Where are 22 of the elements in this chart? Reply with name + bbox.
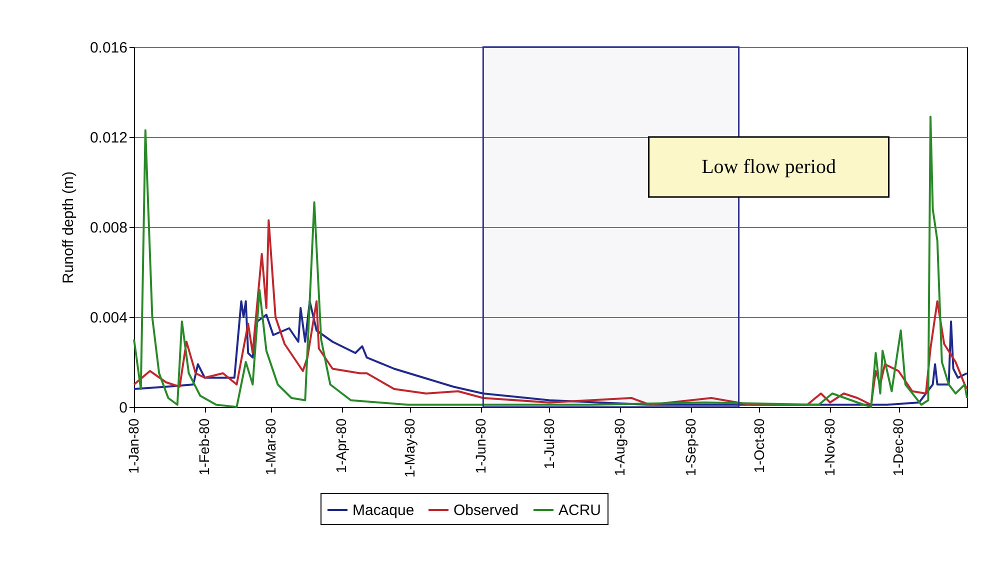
x-tick-label: 1-Jun-80	[472, 418, 488, 474]
y-tick-label: 0.016	[90, 40, 128, 56]
legend-label: Macaque	[352, 502, 414, 519]
y-axis-title: Runoff depth (m)	[60, 171, 77, 284]
x-tick-label: 1-Oct-80	[750, 418, 767, 473]
x-tick-label: 1-May-80	[402, 418, 418, 478]
x-tick-label: 1-Jul-80	[540, 418, 557, 470]
y-tick-label: 0.008	[90, 220, 128, 236]
x-tick-label: 1-Feb-80	[196, 418, 212, 476]
x-tick-label: 1-Jan-80	[126, 418, 142, 474]
x-tick-label: 1-Sep-80	[682, 418, 698, 476]
y-tick-label: 0.004	[90, 310, 128, 326]
y-tick-label: 0.012	[90, 130, 128, 146]
x-tick-label: 1-Dec-80	[890, 418, 906, 476]
legend-label: Observed	[454, 502, 519, 519]
legend-label: ACRU	[558, 502, 602, 519]
band-label: Low flow period	[702, 156, 836, 178]
x-tick-label: 1-Nov-80	[822, 418, 838, 476]
y-tick-label: 0	[119, 400, 128, 416]
x-tick-label: 1-Apr-80	[333, 418, 350, 473]
x-tick-label: 1-Aug-80	[612, 418, 628, 476]
x-tick-label: 1-Mar-80	[262, 418, 278, 476]
